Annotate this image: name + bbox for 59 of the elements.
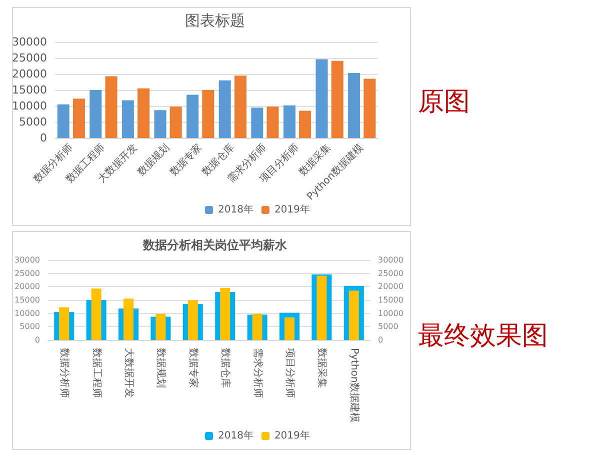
bar <box>234 76 246 138</box>
y-tick-label: 20000 <box>14 282 40 292</box>
bar <box>299 110 312 138</box>
y-tick-label: 10000 <box>14 308 40 318</box>
bar <box>105 76 118 138</box>
legend-label: 2019年 <box>274 430 310 442</box>
y2-tick-label: 15000 <box>378 296 404 304</box>
y-tick-label: 5000 <box>19 116 47 128</box>
bar <box>90 90 102 138</box>
bar <box>251 108 264 138</box>
x-tick-label: Python数据建模 <box>348 348 360 423</box>
bar <box>154 110 166 138</box>
y-tick-label: 30000 <box>12 36 47 48</box>
bar <box>331 60 344 138</box>
bar <box>218 80 231 138</box>
x-tick-label: 数据分析师 <box>58 348 71 398</box>
bar <box>170 106 182 138</box>
x-tick-label: 大数据开发 <box>123 348 135 398</box>
x-tick-label: 项目分析师 <box>284 348 296 398</box>
y-tick-label: 0 <box>40 132 47 144</box>
y-tick-label: 5000 <box>20 322 40 332</box>
legend-label: 2018年 <box>218 204 254 216</box>
y-tick-label: 25000 <box>14 268 40 278</box>
y-tick-label: 15000 <box>12 84 47 96</box>
bar <box>138 88 150 138</box>
bar <box>316 59 328 138</box>
bar <box>72 98 85 138</box>
x-tick-label: 数据采集 <box>316 348 328 388</box>
y2-tick-label: 20000 <box>378 282 404 292</box>
y-tick-label: 15000 <box>14 296 40 304</box>
bar <box>348 73 360 138</box>
y2-tick-label: 0 <box>378 336 384 344</box>
bar <box>283 105 296 138</box>
bar <box>122 100 134 138</box>
legend-label: 2019年 <box>274 204 310 216</box>
x-tick-label: 数据规划 <box>155 348 168 388</box>
x-tick-label: 需求分析师 <box>252 348 264 398</box>
y2-tick-label: 25000 <box>378 268 404 278</box>
y-tick-label: 30000 <box>14 256 40 264</box>
x-tick-label: 数据仓库 <box>220 348 232 388</box>
chart-title: 数据分析相关岗位平均薪水 <box>142 238 288 252</box>
chart-title: 图表标题 <box>185 12 245 30</box>
bar <box>186 94 199 138</box>
bar <box>266 106 279 138</box>
text: 最终效果图 <box>418 321 548 351</box>
y2-tick-label: 10000 <box>378 308 404 318</box>
y-tick-label: 20000 <box>12 68 47 80</box>
y2-tick-label: 5000 <box>378 322 398 332</box>
y-tick-label: 25000 <box>12 52 47 64</box>
text: 原图 <box>418 87 470 117</box>
bar <box>364 78 376 138</box>
x-tick-label: 数据工程师 <box>90 348 103 398</box>
y2-tick-label: 30000 <box>378 256 404 264</box>
x-tick-label: 数据专家 <box>187 348 200 388</box>
bar <box>202 90 214 138</box>
legend-label: 2018年 <box>218 430 254 442</box>
y-tick-label: 10000 <box>12 100 47 112</box>
y-tick-label: 0 <box>34 336 40 344</box>
bar <box>57 104 70 138</box>
